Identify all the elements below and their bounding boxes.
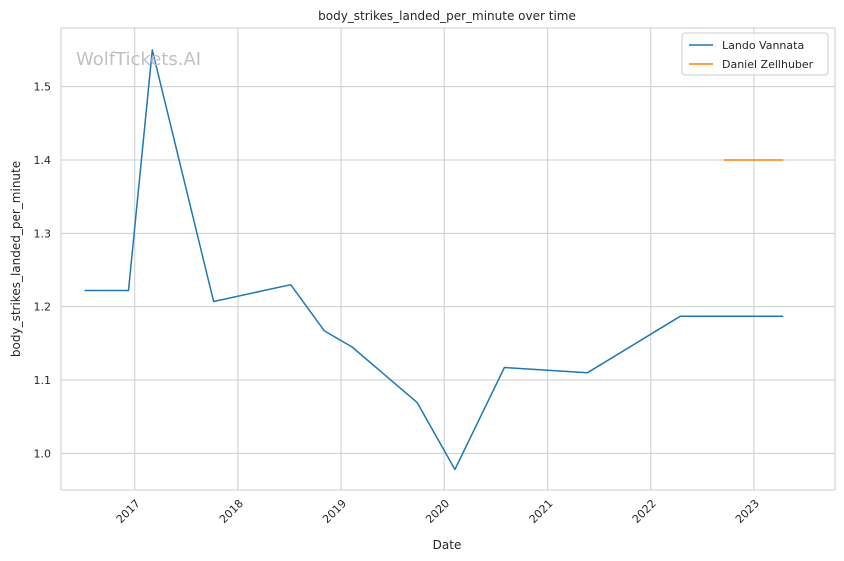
grid	[61, 28, 835, 490]
x-tick-label: 2021	[527, 497, 556, 526]
x-tick-label: 2023	[733, 497, 762, 526]
y-tick-label: 1.2	[34, 301, 52, 314]
legend-label-lando-vannata: Lando Vannata	[722, 39, 804, 52]
legend: Lando Vannata Daniel Zellhuber	[681, 32, 829, 76]
plot-area-frame	[60, 27, 836, 491]
y-tick-label: 1.4	[34, 154, 52, 167]
x-tick-label: 2019	[320, 497, 349, 526]
y-tick-label: 1.3	[34, 227, 52, 240]
x-tick-label: 2018	[217, 497, 246, 526]
x-axis-ticks: 2017 2018 2019 2020 2021 2022 2023	[114, 497, 762, 526]
y-axis-ticks: 1.0 1.1 1.2 1.3 1.4 1.5	[34, 81, 52, 461]
x-tick-label: 2017	[114, 497, 143, 526]
x-axis-label: Date	[433, 538, 462, 552]
y-tick-label: 1.1	[34, 374, 52, 387]
x-tick-label: 2020	[423, 497, 452, 526]
y-axis-label: body_strikes_landed_per_minute	[9, 161, 23, 357]
x-tick-label: 2022	[630, 497, 659, 526]
series-line-lando-vannata	[84, 49, 784, 471]
legend-box	[681, 32, 829, 76]
y-tick-label: 1.5	[34, 81, 52, 94]
legend-label-daniel-zellhuber: Daniel Zellhuber	[722, 58, 814, 71]
y-tick-label: 1.0	[34, 447, 52, 460]
watermark: WolfTickets.AI	[76, 49, 201, 70]
series-layer	[84, 49, 784, 471]
chart-title: body_strikes_landed_per_minute over time	[318, 9, 576, 23]
